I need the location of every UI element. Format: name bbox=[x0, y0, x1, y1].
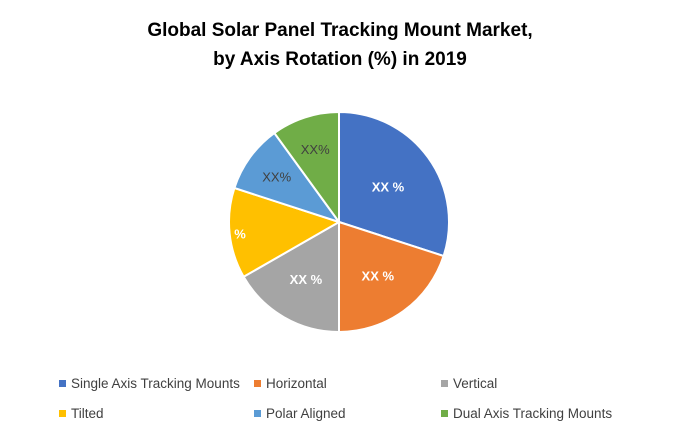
data-label: XX % bbox=[372, 179, 405, 194]
legend-item: Horizontal bbox=[254, 376, 327, 391]
chart-title-line2: by Axis Rotation (%) in 2019 bbox=[213, 49, 467, 70]
legend-label: Tilted bbox=[71, 406, 104, 421]
data-label: XX% bbox=[301, 142, 330, 157]
legend-label: Vertical bbox=[453, 376, 498, 391]
data-label: XX % bbox=[213, 226, 246, 241]
legend-label: Single Axis Tracking Mounts bbox=[71, 376, 240, 391]
legend-swatch bbox=[441, 410, 448, 417]
legend-item: Vertical bbox=[441, 376, 497, 391]
legend-swatch bbox=[59, 380, 66, 387]
legend-item: Polar Aligned bbox=[254, 406, 346, 421]
legend-label: Dual Axis Tracking Mounts bbox=[453, 406, 613, 421]
data-label: XX % bbox=[290, 272, 323, 287]
legend-swatch bbox=[254, 410, 261, 417]
legend-swatch bbox=[59, 410, 66, 417]
pie-slice-tilted bbox=[228, 186, 342, 279]
pie-slice-vertical bbox=[242, 220, 340, 334]
legend-swatch bbox=[441, 380, 448, 387]
pie-slice-horizontal bbox=[338, 220, 445, 334]
legend-label: Polar Aligned bbox=[266, 406, 346, 421]
pie-slice-single-axis-tracking-mounts bbox=[338, 110, 450, 258]
legend-label: Horizontal bbox=[266, 376, 327, 391]
chart-title-line1: Global Solar Panel Tracking Mount Market… bbox=[147, 20, 533, 41]
chart-title: Global Solar Panel Tracking Mount Market… bbox=[0, 16, 680, 74]
legend-item: Dual Axis Tracking Mounts bbox=[441, 406, 612, 421]
data-label: XX% bbox=[262, 170, 291, 185]
pie-slice-dual-axis-tracking-mounts bbox=[272, 110, 340, 226]
legend-item: Single Axis Tracking Mounts bbox=[59, 376, 240, 391]
legend-item: Tilted bbox=[59, 406, 104, 421]
legend-swatch bbox=[254, 380, 261, 387]
data-label: XX % bbox=[362, 268, 395, 283]
